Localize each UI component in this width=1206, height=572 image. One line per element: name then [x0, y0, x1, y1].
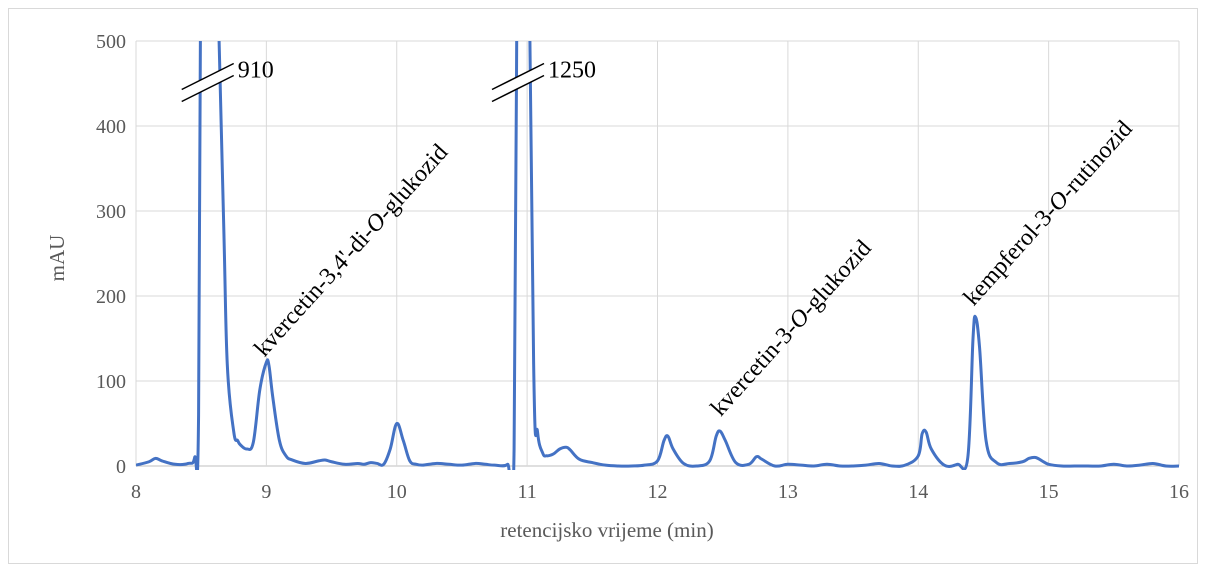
- axis-break-line: [181, 74, 235, 103]
- axis-break-line: [181, 62, 235, 91]
- axis-break-marker: 910: [181, 58, 274, 103]
- x-tick-label: 10: [387, 481, 407, 503]
- y-tick-label: 500: [96, 31, 126, 53]
- x-tick-label: 15: [1039, 481, 1059, 503]
- x-tick-label: 13: [778, 481, 798, 503]
- x-tick-label: 9: [261, 481, 271, 503]
- axis-break-label: 1250: [548, 58, 596, 84]
- axis-break-gap: [181, 63, 234, 102]
- y-tick-label: 400: [96, 116, 126, 138]
- axis-breaks: 910 1250: [181, 58, 596, 103]
- axis-break-marker: 1250: [491, 58, 596, 103]
- y-tick-label: 0: [116, 456, 126, 478]
- x-tick-label: 16: [1169, 481, 1189, 503]
- axis-break-line: [491, 62, 545, 91]
- axis-break-gap: [491, 63, 544, 102]
- peak-annotation: kvercetin-3,4'-di-O-glukozid: [250, 140, 454, 362]
- y-tick-label: 300: [96, 201, 126, 223]
- peak-annotation: kvercetin-3-O-glukozid: [706, 235, 877, 421]
- x-axis-title: retencijsko vrijeme (min): [500, 518, 713, 542]
- x-tick-label: 11: [517, 481, 536, 503]
- y-tick-label: 100: [96, 371, 126, 393]
- y-axis-title: mAU: [45, 235, 69, 282]
- x-tick-label: 14: [908, 481, 928, 503]
- axis-break-line: [491, 74, 545, 103]
- x-tick-label: 12: [648, 481, 668, 503]
- y-tick-label: 200: [96, 286, 126, 308]
- series-layer: [136, 41, 1179, 470]
- grid-lines: [135, 40, 1180, 467]
- peak-annotations: kvercetin-3,4'-di-O-glukozid kvercetin-3-…: [250, 116, 1138, 421]
- series-line: [136, 41, 1179, 470]
- chart-frame: 910 1250 0 100 200 300 400 500 8 9 10 11 12 13 14 15 16…: [8, 8, 1198, 564]
- axis-break-label: 910: [238, 58, 274, 84]
- x-tick-label: 8: [131, 481, 141, 503]
